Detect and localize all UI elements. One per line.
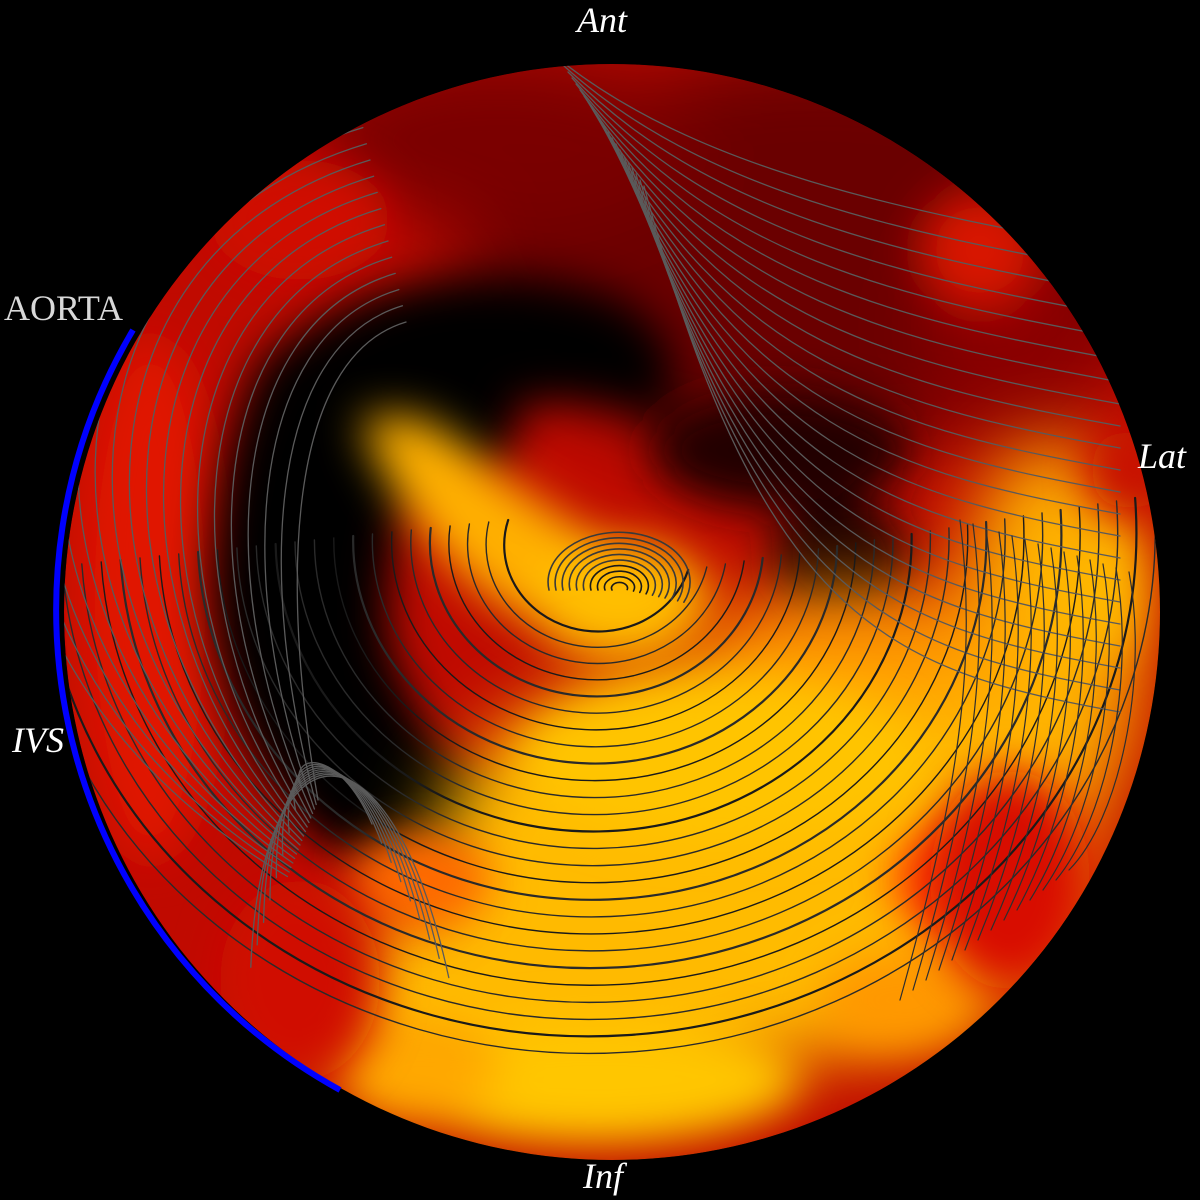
septal-label: IVS: [12, 722, 64, 758]
anterior-label: Ant: [577, 2, 627, 38]
inferior-label: Inf: [583, 1158, 623, 1194]
lateral-label: Lat: [1138, 438, 1186, 474]
aorta-label: AORTA: [4, 290, 123, 326]
